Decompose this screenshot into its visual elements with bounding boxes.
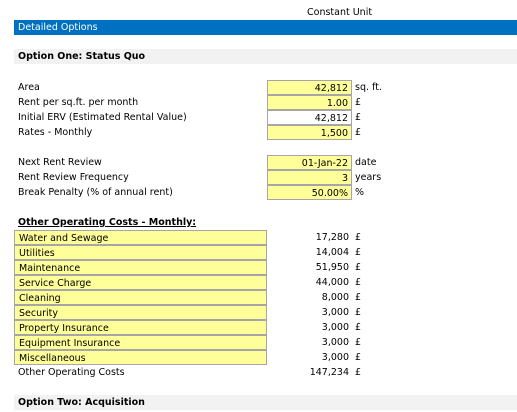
row-label: Other Operating Costs bbox=[18, 367, 125, 378]
row-unit: £ bbox=[355, 97, 362, 108]
row-value: 1,500 bbox=[267, 125, 352, 140]
row-label: Security bbox=[14, 305, 267, 320]
row-label: Equipment Insurance bbox=[14, 335, 267, 350]
row-label: Water and Sewage bbox=[14, 230, 267, 245]
row-value: 42,812 bbox=[267, 80, 352, 95]
row-unit: £ bbox=[355, 127, 362, 138]
option-title: Option Two: Acquisition bbox=[14, 395, 517, 410]
row-unit: £ bbox=[355, 247, 362, 258]
row-label: Property Insurance bbox=[14, 320, 267, 335]
row-unit: £ bbox=[355, 307, 362, 318]
row-unit: £ bbox=[355, 112, 362, 123]
row-label: Break Penalty (% of annual rent) bbox=[18, 187, 173, 198]
row-unit: £ bbox=[355, 277, 362, 288]
row-value: 1.00 bbox=[267, 95, 352, 110]
row-label: Cleaning bbox=[14, 290, 267, 305]
row-label: Rent Review Frequency bbox=[18, 172, 129, 183]
row-unit: years bbox=[355, 172, 382, 183]
unit-label: Constant Unit bbox=[307, 7, 373, 18]
row-unit: sq. ft. bbox=[355, 82, 382, 93]
option-title: Option One: Status Quo bbox=[14, 49, 517, 64]
row-label: Rent per sq.ft. per month bbox=[18, 97, 139, 108]
row-value: 14,004 bbox=[315, 247, 349, 258]
row-value: 3,000 bbox=[321, 307, 349, 318]
row-value: 44,000 bbox=[315, 277, 349, 288]
row-label: Next Rent Review bbox=[18, 157, 102, 168]
row-label: Rates - Monthly bbox=[18, 127, 93, 138]
row-unit: £ bbox=[355, 232, 362, 243]
row-unit: % bbox=[355, 187, 365, 198]
row-label: Maintenance bbox=[14, 260, 267, 275]
row-value: 8,000 bbox=[321, 292, 349, 303]
row-label: Area bbox=[18, 82, 40, 93]
row-label: Miscellaneous bbox=[14, 350, 267, 365]
row-unit: £ bbox=[355, 262, 362, 273]
row-unit: £ bbox=[355, 292, 362, 303]
row-value: 3,000 bbox=[321, 322, 349, 333]
row-unit: £ bbox=[355, 322, 362, 333]
row-label: Utilities bbox=[14, 245, 267, 260]
row-value: 3 bbox=[267, 170, 352, 185]
row-unit: date bbox=[355, 157, 377, 168]
row-value: 17,280 bbox=[315, 232, 349, 243]
row-value: 51,950 bbox=[315, 262, 349, 273]
row-value: 01-Jan-22 bbox=[267, 155, 352, 170]
row-value: 147,234 bbox=[309, 367, 349, 378]
section-title: Detailed Options bbox=[14, 20, 517, 35]
row-value: 3,000 bbox=[321, 337, 349, 348]
row-value: 42,812 bbox=[267, 110, 352, 125]
row-label: Initial ERV (Estimated Rental Value) bbox=[18, 112, 187, 123]
row-unit: £ bbox=[355, 352, 362, 363]
row-unit: £ bbox=[355, 337, 362, 348]
row-value: 3,000 bbox=[321, 352, 349, 363]
row-label: Service Charge bbox=[14, 275, 267, 290]
costs-heading: Other Operating Costs - Monthly: bbox=[18, 217, 197, 228]
row-unit: £ bbox=[355, 367, 362, 378]
row-value: 50.00% bbox=[267, 185, 352, 200]
